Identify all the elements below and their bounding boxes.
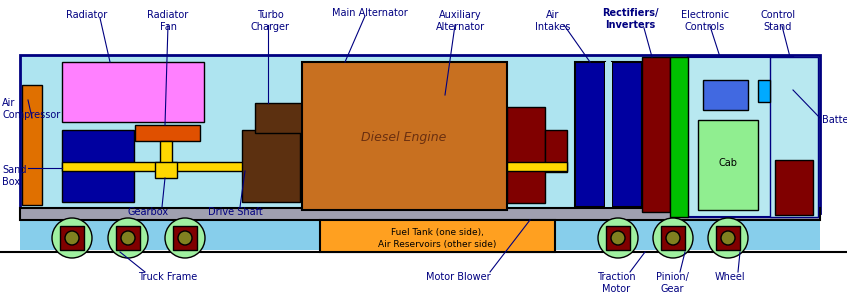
Text: Main Alternator: Main Alternator [332, 8, 408, 18]
Bar [716, 226, 740, 250]
Text: Electronic
Controls: Electronic Controls [681, 10, 729, 32]
Bar [20, 55, 820, 213]
Circle shape [611, 231, 625, 245]
Bar [661, 226, 685, 250]
Bar [160, 141, 172, 165]
Text: Drive Shaft: Drive Shaft [208, 207, 263, 217]
Bar [698, 120, 758, 210]
Circle shape [666, 231, 680, 245]
Bar [62, 130, 134, 202]
Text: Turbo
Charger: Turbo Charger [251, 10, 290, 32]
Circle shape [121, 231, 135, 245]
Bar [758, 80, 770, 102]
Circle shape [178, 231, 192, 245]
Circle shape [108, 218, 148, 258]
Circle shape [721, 231, 735, 245]
Bar [575, 62, 605, 207]
Text: Cab: Cab [718, 158, 738, 168]
Bar [22, 85, 42, 205]
Bar [642, 57, 670, 212]
Circle shape [65, 231, 79, 245]
Circle shape [52, 218, 92, 258]
Bar [62, 162, 512, 171]
Text: Pinion/
Gear: Pinion/ Gear [656, 272, 689, 294]
Text: Diesel Engine: Diesel Engine [362, 131, 446, 144]
Bar [60, 226, 84, 250]
Bar [612, 62, 642, 207]
Text: Air
Intakes: Air Intakes [535, 10, 571, 32]
Bar [507, 162, 567, 171]
Bar [770, 57, 818, 217]
Circle shape [598, 218, 638, 258]
Bar [62, 62, 204, 122]
Text: Air Reservoirs (other side): Air Reservoirs (other side) [378, 239, 496, 249]
Text: Batteries: Batteries [822, 115, 847, 125]
Text: Sand
Box: Sand Box [2, 165, 26, 187]
Bar [688, 57, 793, 217]
Bar [606, 226, 630, 250]
Bar [173, 226, 197, 250]
Text: Motor Blower: Motor Blower [426, 272, 490, 282]
Text: Fuel Tank (one side),: Fuel Tank (one side), [390, 227, 484, 236]
Bar [775, 160, 813, 215]
Bar [670, 57, 688, 217]
Text: Air
Compressor: Air Compressor [2, 98, 60, 120]
Bar [255, 103, 335, 133]
Bar [507, 107, 545, 203]
Bar [20, 208, 820, 220]
Text: Wheel: Wheel [715, 272, 745, 282]
Circle shape [708, 218, 748, 258]
Bar [242, 130, 300, 202]
Bar [155, 162, 177, 178]
Bar [545, 130, 567, 172]
Text: Gearbox: Gearbox [127, 207, 169, 217]
Text: Rectifiers/
Inverters: Rectifiers/ Inverters [601, 8, 658, 30]
Text: Radiator
Fan: Radiator Fan [147, 10, 189, 32]
Bar [135, 125, 200, 141]
Text: Control
Stand: Control Stand [761, 10, 795, 32]
Text: Auxiliary
Alternator: Auxiliary Alternator [435, 10, 484, 32]
Bar [703, 80, 748, 110]
Text: Radiator: Radiator [66, 10, 108, 20]
Circle shape [165, 218, 205, 258]
Bar [320, 220, 555, 252]
Bar [116, 226, 140, 250]
Text: Traction
Motor: Traction Motor [596, 272, 635, 294]
Bar [20, 220, 820, 250]
Bar [605, 62, 612, 207]
Bar [302, 62, 507, 210]
Text: Truck Frame: Truck Frame [138, 272, 197, 282]
Circle shape [653, 218, 693, 258]
